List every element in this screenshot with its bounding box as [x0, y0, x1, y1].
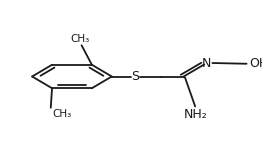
Text: OH: OH [249, 57, 262, 70]
Text: CH₃: CH₃ [52, 109, 71, 119]
Text: NH₂: NH₂ [183, 108, 207, 121]
Text: N: N [202, 56, 211, 69]
Text: S: S [131, 70, 139, 83]
Text: CH₃: CH₃ [71, 34, 90, 44]
